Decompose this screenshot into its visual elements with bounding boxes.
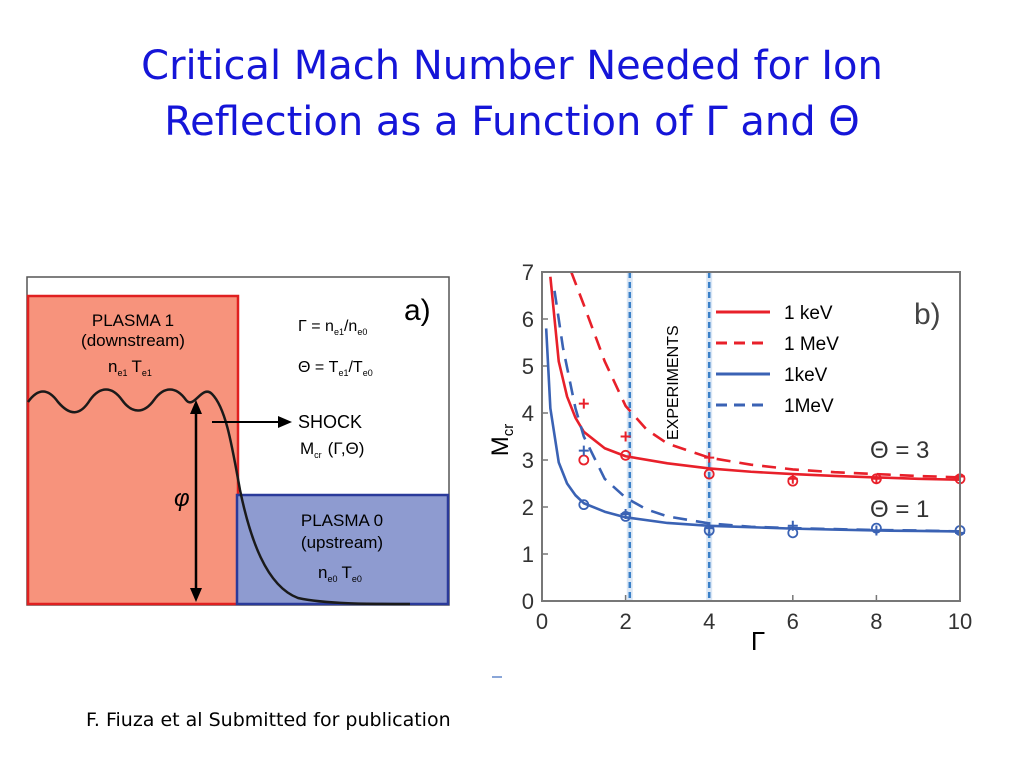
- data-point-circle: [620, 449, 632, 461]
- series-line-1-kev: [549, 276, 961, 482]
- x-tick-label: 10: [948, 609, 972, 634]
- gamma-sub-a: e1: [334, 327, 344, 337]
- y-axis-label-main: M: [487, 436, 514, 456]
- shock-m-sub: cr: [314, 450, 322, 460]
- theta-lhs: Θ = T: [298, 359, 339, 376]
- plasma0-t-sub: e0: [352, 574, 362, 584]
- shock-args: (Γ,Θ): [328, 439, 365, 458]
- shock-arrow-head: [278, 416, 292, 428]
- x-tick-labels: 0 2 4 6 8 10: [536, 609, 972, 634]
- theta-sub-a: e1: [338, 368, 348, 378]
- plasma0-region: [235, 493, 450, 606]
- data-point-circle: [578, 454, 590, 466]
- page-title: Critical Mach Number Needed for Ion Refl…: [60, 38, 964, 150]
- data-point-circle: [578, 499, 590, 511]
- potential-profile-curve: [26, 388, 411, 606]
- series-line-1mev: [553, 290, 961, 533]
- plasma0-t: T: [341, 563, 351, 582]
- phi-arrow-head-bottom: [190, 588, 202, 602]
- annotation-theta-3: Θ = 3: [870, 437, 929, 464]
- annotation-theta-1: Θ = 1: [870, 496, 929, 523]
- chart-series: [544, 271, 961, 533]
- data-point-plus: [787, 520, 798, 531]
- gamma-sub-b: e0: [357, 327, 367, 337]
- panel-label-b: b): [914, 298, 941, 331]
- x-tick-label: 4: [703, 609, 715, 634]
- mach-chart: 0 2 4 6 8 10 0 1 2 3 4 5 6 7 Γ Mcr b) EXPERIMENTS 1 …: [487, 260, 972, 650]
- plasma1-t: T: [131, 357, 141, 376]
- y-axis-label-sub: cr: [500, 424, 517, 437]
- plasma0-n-sub: e0: [327, 574, 337, 584]
- shock-label: SHOCK: [298, 412, 362, 432]
- stray-dash-mark: [492, 676, 502, 678]
- y-tick-label: 0: [522, 589, 534, 614]
- plasma1-n: n: [108, 357, 117, 376]
- plasma0-title: PLASMA 0: [301, 511, 383, 530]
- theta-definition: Θ = Te1/Te0: [298, 359, 373, 378]
- plot-frame: [541, 271, 961, 602]
- phi-label: φ: [174, 485, 190, 512]
- data-point-plus: [620, 509, 631, 520]
- data-point-circle: [703, 468, 715, 480]
- data-point-plus: [578, 398, 589, 409]
- legend-label: 1keV: [784, 365, 828, 386]
- legend-label: 1 MeV: [784, 334, 839, 355]
- experiments-label: EXPERIMENTS: [665, 325, 682, 440]
- gamma-definition: Γ = ne1/ne0: [298, 318, 367, 337]
- y-tick-label: 4: [522, 401, 534, 426]
- data-point-plus: [871, 473, 882, 484]
- y-tick-label: 2: [522, 495, 534, 520]
- title-line-2: Reflection as a Function of Γ and Θ: [164, 99, 860, 145]
- x-tick-label: 8: [870, 609, 882, 634]
- data-point-plus: [578, 445, 589, 456]
- data-point-plus: [871, 525, 882, 536]
- plasma0-n: n: [318, 563, 327, 582]
- phi-arrow-head-top: [190, 400, 202, 414]
- plasma1-params: ne1 Te1: [108, 357, 152, 378]
- data-point-plus: [620, 431, 631, 442]
- legend-label: 1MeV: [784, 396, 834, 417]
- plasma1-title: PLASMA 1: [92, 311, 174, 330]
- plasma1-region: [26, 294, 240, 606]
- legend-label: 1 keV: [784, 303, 833, 324]
- x-tick-label: 6: [787, 609, 799, 634]
- data-point-plus: [704, 523, 715, 534]
- series-line-1kev: [544, 328, 961, 533]
- theta-mid: /T: [348, 359, 362, 376]
- plasma1-subtitle: (downstream): [81, 331, 185, 350]
- citation: F. Fiuza et al Submitted for publication: [86, 709, 451, 731]
- shock-diagram: φ a) PLASMA 1 (downstream) ne1 Te1 Γ = ne…: [26, 276, 450, 606]
- plasma1-n-sub: e1: [117, 368, 127, 378]
- legend: 1 keV 1 MeV 1keV 1MeV: [716, 303, 839, 417]
- x-tick-label: 0: [536, 609, 548, 634]
- series-line-1-mev: [570, 271, 961, 479]
- y-tick-label: 5: [522, 354, 534, 379]
- plasma1-t-sub: e1: [142, 368, 152, 378]
- panel-label-a: a): [404, 294, 431, 327]
- shock-m: M: [300, 439, 314, 458]
- x-tick-label: 2: [619, 609, 631, 634]
- shock-mach: Mcr (Γ,Θ): [300, 439, 364, 460]
- y-tick-label: 3: [522, 448, 534, 473]
- gamma-mid: /n: [344, 318, 357, 335]
- x-axis-label: Γ: [751, 626, 765, 650]
- y-tick-labels: 0 1 2 3 4 5 6 7: [522, 260, 534, 614]
- theta-sub-b: e0: [363, 368, 373, 378]
- y-tick-label: 7: [522, 260, 534, 285]
- data-point-plus: [704, 452, 715, 463]
- plasma0-params: ne0 Te0: [318, 563, 362, 584]
- y-tick-label: 6: [522, 307, 534, 332]
- y-axis-label: Mcr: [487, 424, 517, 457]
- plasma0-subtitle: (upstream): [301, 533, 383, 552]
- data-point-plus: [787, 473, 798, 484]
- y-tick-label: 1: [522, 542, 534, 567]
- gamma-lhs: Γ = n: [298, 318, 334, 335]
- title-line-1: Critical Mach Number Needed for Ion: [141, 43, 883, 89]
